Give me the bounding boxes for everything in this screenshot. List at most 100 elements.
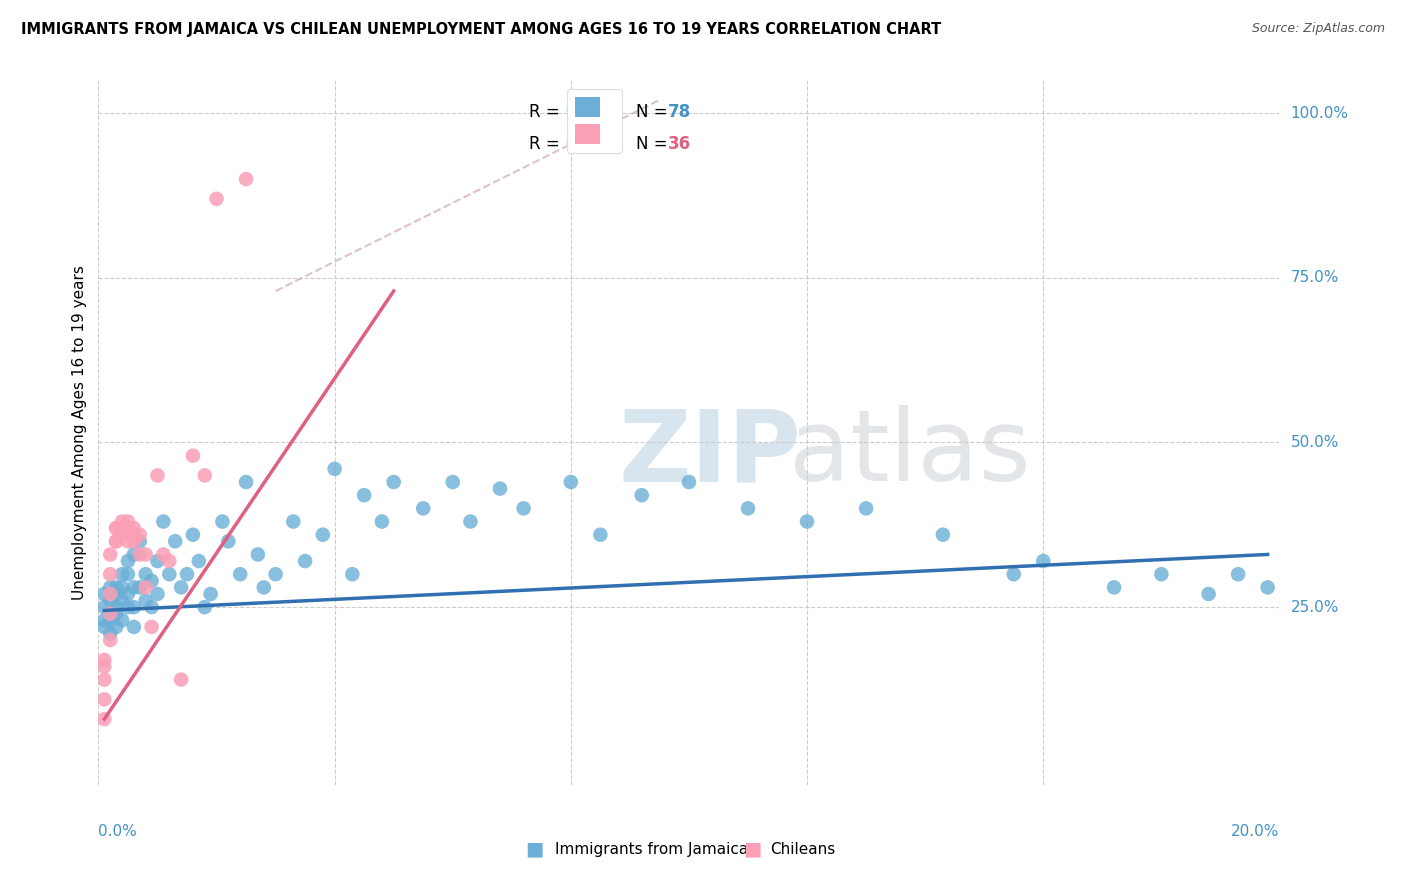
Point xyxy=(187,554,209,568)
Point xyxy=(294,554,316,568)
Point xyxy=(141,600,163,615)
Text: ■: ■ xyxy=(524,839,544,859)
Point xyxy=(93,653,115,667)
Text: 100.0%: 100.0% xyxy=(1291,106,1348,120)
Text: 78: 78 xyxy=(668,103,690,121)
Point xyxy=(111,613,134,627)
Point xyxy=(283,515,305,529)
Point xyxy=(117,600,139,615)
Point xyxy=(194,468,217,483)
Point xyxy=(737,501,759,516)
Point xyxy=(117,554,139,568)
Point xyxy=(111,521,134,535)
Point xyxy=(152,515,174,529)
Point xyxy=(246,548,269,562)
Point xyxy=(217,534,239,549)
Point xyxy=(135,581,157,595)
Point xyxy=(371,515,394,529)
Text: 25.0%: 25.0% xyxy=(1291,599,1339,615)
Text: N =: N = xyxy=(636,135,672,153)
Point xyxy=(460,515,482,529)
Point xyxy=(93,712,115,726)
Point xyxy=(122,581,145,595)
Point xyxy=(489,482,512,496)
Point xyxy=(264,567,287,582)
Text: R =: R = xyxy=(530,103,565,121)
Point xyxy=(323,462,346,476)
Point xyxy=(176,567,198,582)
Text: ZIP: ZIP xyxy=(619,405,801,502)
Point xyxy=(122,521,145,535)
Point xyxy=(98,626,121,640)
Point xyxy=(98,607,121,621)
Point xyxy=(1102,581,1125,595)
Point xyxy=(105,581,128,595)
Text: 36: 36 xyxy=(668,135,690,153)
Point xyxy=(146,587,169,601)
Point xyxy=(117,567,139,582)
Point xyxy=(200,587,222,601)
Point xyxy=(122,600,145,615)
Point xyxy=(253,581,276,595)
Point xyxy=(128,527,150,541)
Point xyxy=(105,521,128,535)
Point xyxy=(157,567,180,582)
Point xyxy=(181,449,204,463)
Point xyxy=(211,515,233,529)
Point xyxy=(105,521,128,535)
Point xyxy=(122,620,145,634)
Point xyxy=(117,587,139,601)
Point xyxy=(98,587,121,601)
Text: 75.0%: 75.0% xyxy=(1291,270,1339,285)
Point xyxy=(98,581,121,595)
Text: IMMIGRANTS FROM JAMAICA VS CHILEAN UNEMPLOYMENT AMONG AGES 16 TO 19 YEARS CORREL: IMMIGRANTS FROM JAMAICA VS CHILEAN UNEMP… xyxy=(21,22,942,37)
Text: 0.607: 0.607 xyxy=(565,135,617,153)
Point xyxy=(560,475,582,489)
Point xyxy=(93,659,115,673)
Point xyxy=(128,548,150,562)
Text: Immigrants from Jamaica: Immigrants from Jamaica xyxy=(555,842,748,856)
Point xyxy=(589,527,612,541)
Point xyxy=(170,673,193,687)
Point xyxy=(1227,567,1250,582)
Point xyxy=(98,607,121,621)
Point xyxy=(98,567,121,582)
Point xyxy=(678,475,700,489)
Point xyxy=(117,534,139,549)
Point xyxy=(105,600,128,615)
Point xyxy=(111,593,134,607)
Y-axis label: Unemployment Among Ages 16 to 19 years: Unemployment Among Ages 16 to 19 years xyxy=(72,265,87,600)
Point xyxy=(111,527,134,541)
Point xyxy=(235,172,257,186)
Point xyxy=(122,548,145,562)
Point xyxy=(157,554,180,568)
Point xyxy=(1002,567,1025,582)
Point xyxy=(98,633,121,648)
Text: ■: ■ xyxy=(742,839,762,859)
Point xyxy=(111,581,134,595)
Point xyxy=(205,192,228,206)
Point xyxy=(105,607,128,621)
Point xyxy=(229,567,252,582)
Point xyxy=(128,534,150,549)
Point xyxy=(932,527,955,541)
Legend: , : , xyxy=(567,88,621,153)
Point xyxy=(512,501,534,516)
Point xyxy=(122,534,145,549)
Point xyxy=(98,613,121,627)
Point xyxy=(105,620,128,634)
Point xyxy=(93,587,115,601)
Point xyxy=(93,600,115,615)
Point xyxy=(111,515,134,529)
Text: R =: R = xyxy=(530,135,565,153)
Point xyxy=(117,515,139,529)
Point xyxy=(135,567,157,582)
Text: Chileans: Chileans xyxy=(770,842,835,856)
Text: 0.246: 0.246 xyxy=(565,103,617,121)
Point xyxy=(441,475,464,489)
Point xyxy=(146,468,169,483)
Point xyxy=(412,501,434,516)
Text: Source: ZipAtlas.com: Source: ZipAtlas.com xyxy=(1251,22,1385,36)
Point xyxy=(855,501,877,516)
Point xyxy=(1032,554,1054,568)
